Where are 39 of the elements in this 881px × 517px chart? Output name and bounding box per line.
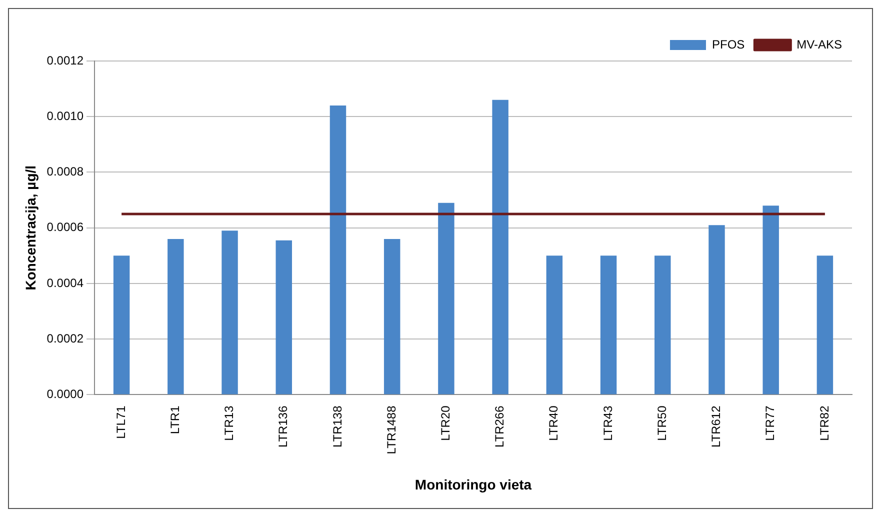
- y-tick-label: 0.0010: [46, 108, 84, 123]
- bar: [816, 256, 834, 394]
- x-tick-label: LTR43: [600, 405, 615, 441]
- bar: [492, 100, 508, 394]
- bar: [113, 256, 130, 394]
- x-tick-label: LTR612: [709, 405, 724, 448]
- x-tick-label: LTR136: [276, 405, 290, 448]
- bar: [276, 240, 292, 394]
- bar: [222, 230, 238, 394]
- y-tick-label: 0.0004: [46, 276, 84, 290]
- bar: [600, 256, 617, 394]
- bar: [384, 238, 400, 394]
- y-tick-label: 0.0002: [46, 331, 84, 346]
- x-tick-label: LTR40: [546, 405, 561, 441]
- x-tick-label: LTR1: [168, 405, 182, 434]
- x-tick-label: LTR77: [763, 405, 778, 441]
- x-tick-label: LTR50: [654, 405, 669, 441]
- x-tick-label: LTR13: [222, 405, 236, 441]
- x-tick-label: LTR266: [492, 405, 507, 448]
- bar: [438, 202, 454, 394]
- bar: [762, 206, 779, 394]
- y-axis-title: Koncentracija, µg/l: [22, 165, 38, 290]
- x-axis-title: Monitoringo vieta: [414, 476, 532, 492]
- x-tick-label: LTL71: [114, 405, 128, 439]
- bar: [168, 238, 184, 394]
- x-tick-label: LTR82: [817, 405, 832, 441]
- y-tick-label: 0.0008: [46, 164, 84, 179]
- x-tick-label: LTR20: [438, 405, 453, 441]
- legend-label: PFOS: [712, 37, 745, 52]
- bar: [546, 256, 563, 394]
- x-tick-label: LTR138: [330, 405, 344, 448]
- bar: [654, 256, 671, 394]
- x-tick-label: LTR1488: [384, 405, 398, 454]
- y-tick-label: 0.0012: [46, 53, 84, 68]
- legend-label: MV-AKS: [796, 37, 842, 52]
- y-tick-label: 0.0000: [46, 387, 84, 402]
- bar: [330, 105, 346, 394]
- bar: [708, 225, 725, 394]
- y-tick-label: 0.0006: [46, 220, 84, 234]
